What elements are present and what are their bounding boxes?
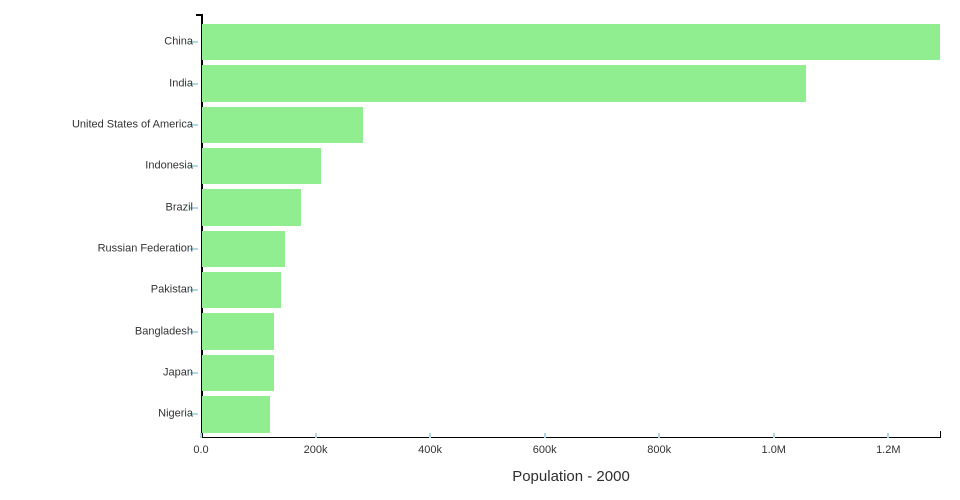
y-tick-pakistan	[190, 289, 198, 292]
bar-india	[202, 65, 806, 102]
y-tick-label-united-states-of-america: United States of America	[71, 118, 193, 131]
bar-bangladesh	[202, 313, 275, 350]
x-tick-800k	[658, 433, 661, 438]
bar-china	[202, 24, 940, 61]
x-tick-200k	[314, 433, 317, 438]
x-axis-line	[201, 436, 941, 438]
x-tick-label-1.2M: 1.2M	[876, 444, 901, 456]
bar-japan	[202, 354, 274, 392]
x-axis-right-cap	[939, 431, 941, 438]
x-tick-label-200k: 200k	[303, 444, 328, 456]
x-tick-1.0M	[772, 433, 775, 438]
chart-title: Population - 2000	[512, 468, 630, 485]
y-axis-line	[201, 14, 203, 438]
bar-russian-federation	[202, 230, 285, 268]
y-tick-label-indonesia: Indonesia	[145, 159, 193, 172]
y-tick-label-russian-federation: Russian Federation	[97, 242, 193, 255]
bar-nigeria	[202, 396, 270, 433]
y-tick-indonesia	[190, 165, 198, 168]
x-tick-label-0.0: 0.0	[193, 444, 209, 456]
x-tick-400k	[429, 433, 432, 438]
y-tick-label-bangladesh: Bangladesh	[134, 325, 193, 338]
bar-pakistan	[202, 272, 281, 309]
y-tick-label-japan: Japan	[163, 366, 193, 379]
x-tick-1.2M	[887, 433, 890, 438]
y-tick-label-nigeria: Nigeria	[158, 407, 193, 420]
x-tick-label-400k: 400k	[418, 444, 443, 456]
y-tick-label-india: India	[169, 77, 193, 90]
y-axis-end-cap	[196, 14, 202, 16]
y-tick-label-pakistan: Pakistan	[150, 283, 193, 296]
y-tick-japan	[190, 372, 198, 374]
x-tick-label-800k: 800k	[647, 444, 672, 456]
y-tick-label-china: China	[164, 35, 193, 48]
x-tick-label-600k: 600k	[532, 444, 557, 456]
y-tick-nigeria	[190, 413, 198, 416]
y-tick-united-states-of-america	[190, 123, 198, 126]
x-tick-label-1.0M: 1.0M	[761, 444, 786, 456]
plot-area	[196, 14, 941, 438]
y-tick-bangladesh	[190, 330, 198, 333]
x-tick-600k	[543, 433, 546, 438]
y-tick-brazil	[190, 206, 198, 209]
y-tick-china	[190, 41, 198, 44]
y-tick-india	[190, 82, 198, 85]
y-tick-label-brazil: Brazil	[165, 201, 193, 214]
x-tick-0.0	[200, 433, 202, 438]
bar-indonesia	[202, 148, 322, 185]
bar-united-states-of-america	[202, 106, 363, 144]
y-tick-russian-federation	[190, 247, 198, 250]
bar-brazil	[202, 189, 301, 226]
